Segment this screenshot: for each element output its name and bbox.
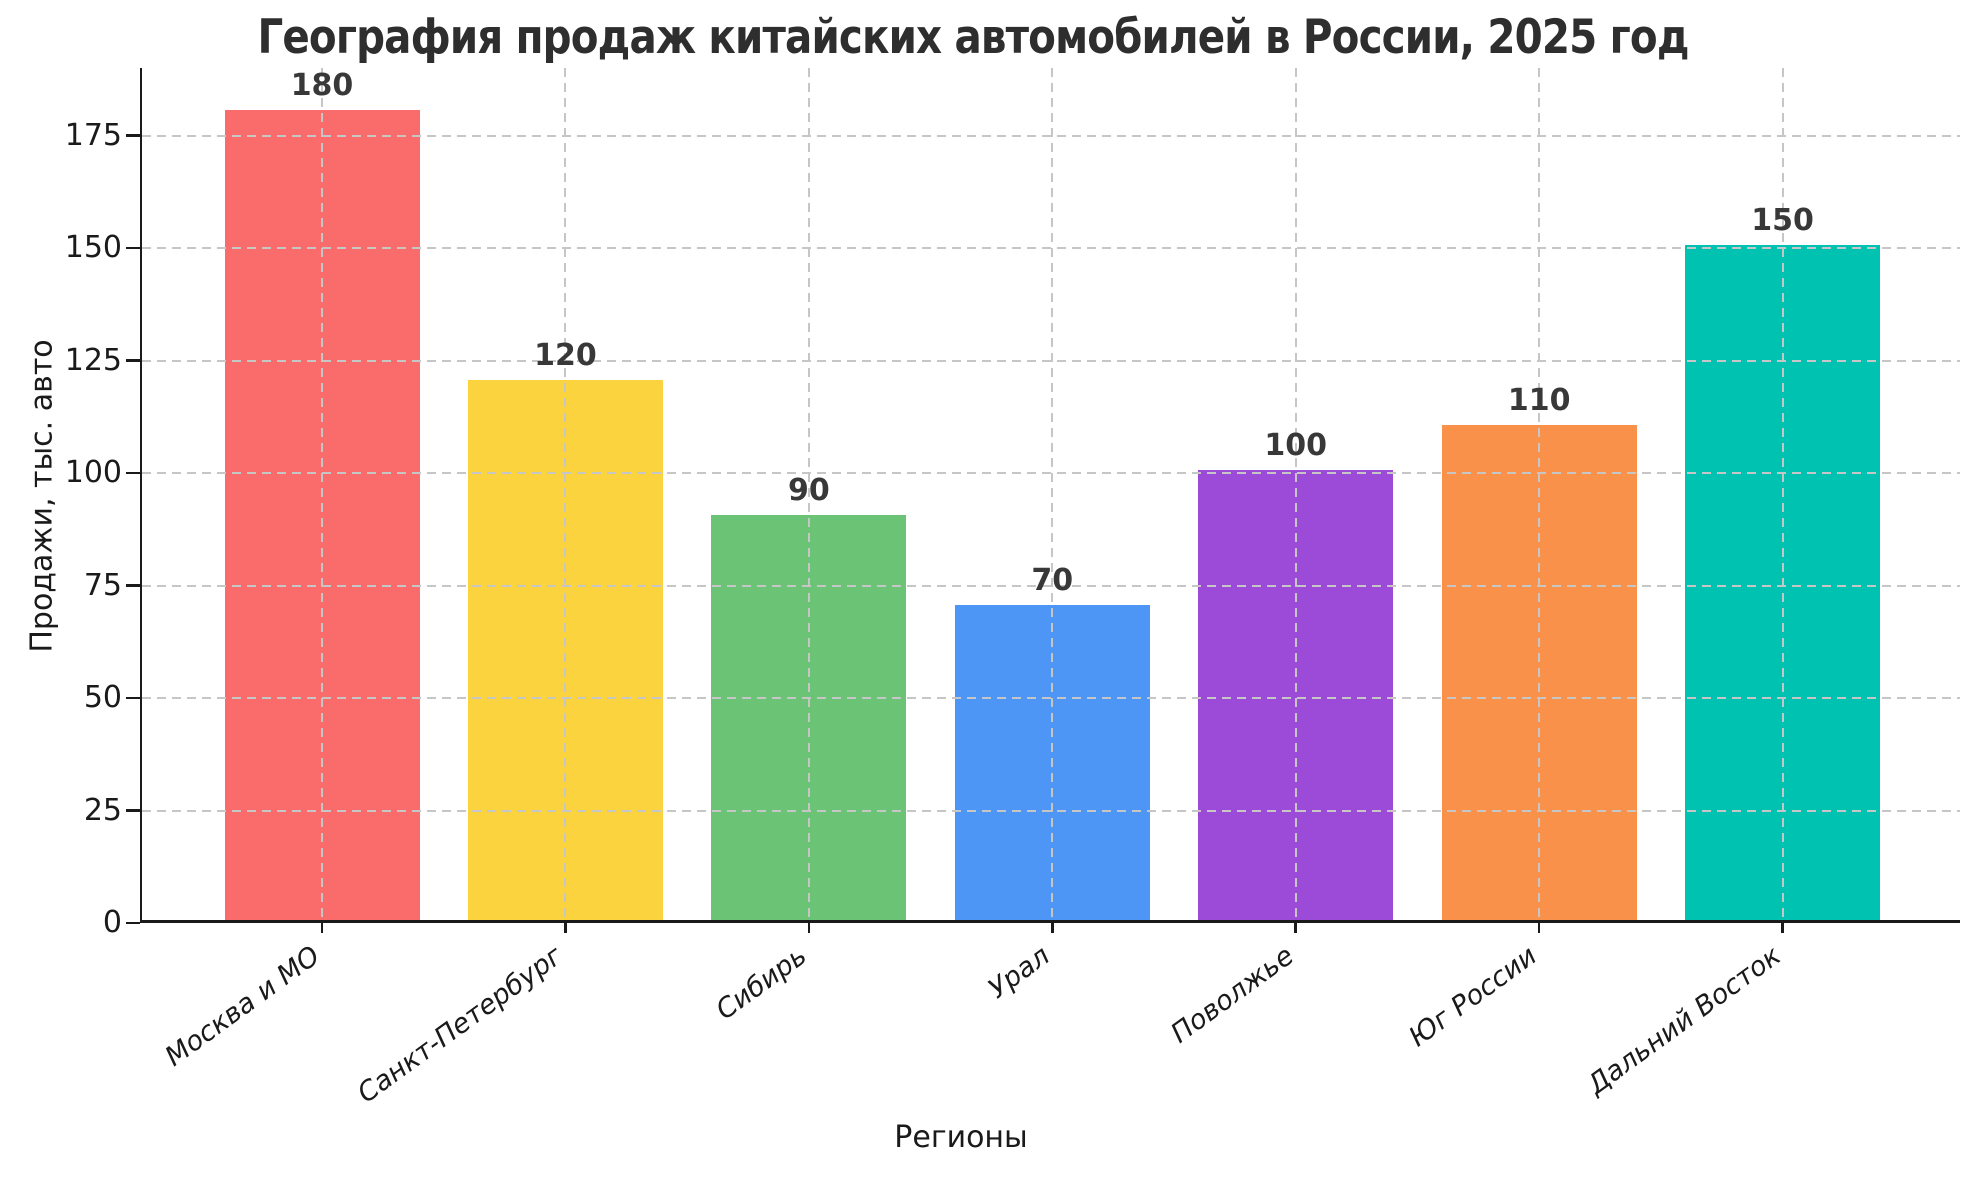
bar-value-label: 120 [534,338,597,373]
x-tick-mark [320,923,324,933]
bar-value-label: 110 [1507,383,1571,418]
y-tick-label: 0 [102,905,122,940]
y-tick-mark [126,359,140,362]
gridline-v [1781,68,1784,920]
y-tick-mark [126,921,140,925]
gridline-v [564,68,567,920]
bar-value-label: 100 [1264,428,1328,463]
gridline-h [142,134,1960,137]
x-tick-mark [1294,923,1297,933]
gridline-h [142,247,1960,249]
y-tick-mark [126,134,140,137]
gridline-h [142,584,1960,587]
bar-value-label: 150 [1751,203,1814,238]
gridline-v [1051,68,1054,920]
y-tick-label: 75 [83,567,122,603]
gridline-v [1538,68,1541,920]
gridline-h [142,472,1960,474]
y-tick-label: 125 [64,342,122,378]
gridline-h [142,809,1960,812]
bar-value-label: 180 [290,68,354,103]
chart-title: География продаж китайских автомобилей в… [141,10,1689,65]
y-tick-label: 50 [83,680,122,715]
gridline-h [142,697,1960,699]
gridline-v [807,68,810,920]
y-tick-mark [126,246,140,250]
y-tick-mark [126,809,140,812]
x-tick-mark [807,923,811,933]
y-tick-label: 150 [64,230,122,265]
x-tick-mark [564,923,567,933]
gridline-v [321,68,323,920]
plot-area: 0 25 50 75 100 125 150 175 Москва и МО 180 Санкт-П… [65,68,1960,1109]
gridline-h [142,359,1960,362]
x-tick-mark [1537,923,1541,933]
y-axis-label: Продажи, тыс. авто [24,339,60,653]
y-tick-label: 175 [64,117,122,153]
bar-value-label: 90 [787,473,830,508]
x-tick-mark [1051,923,1054,933]
y-tick-mark [126,584,140,587]
y-tick-mark [126,471,140,475]
y-tick-label: 25 [83,792,122,828]
chart-title-text: География продаж китайских автомобилей в… [257,10,1689,65]
bar-value-label: 70 [1031,563,1074,598]
x-tick-mark [1781,923,1784,933]
gridline-v [1294,68,1297,920]
x-axis-label: Регионы [894,1120,1028,1155]
y-tick-label: 100 [64,455,122,490]
y-tick-mark [126,696,140,700]
